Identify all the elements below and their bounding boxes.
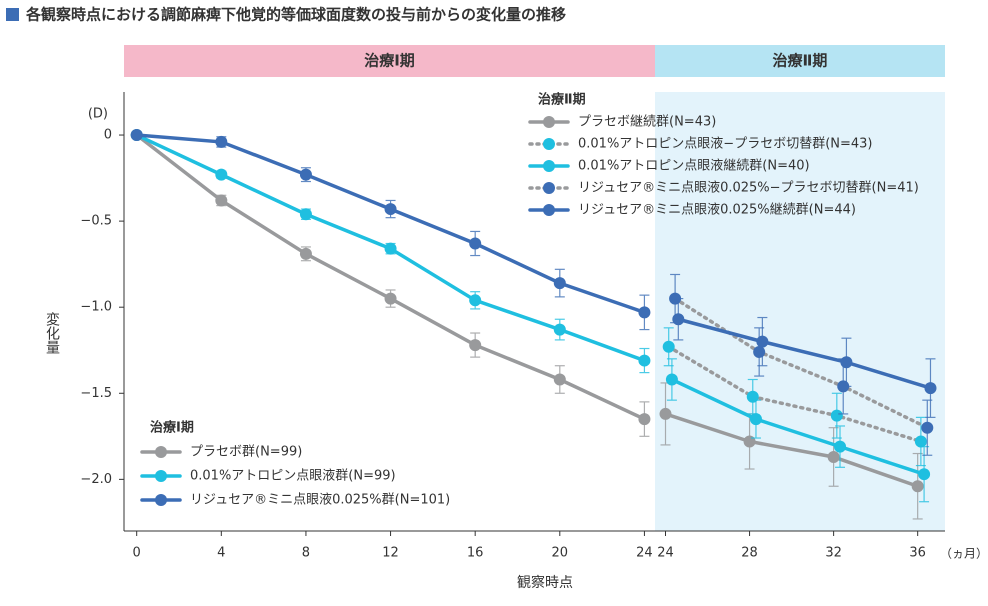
data-point bbox=[384, 292, 397, 305]
y-tick-label: −2.0 bbox=[80, 472, 112, 487]
phase-shade bbox=[655, 92, 945, 531]
x-tick-label: 36 bbox=[909, 546, 926, 561]
x-tick-label: 12 bbox=[382, 546, 399, 561]
data-point bbox=[911, 480, 924, 493]
x-tick-label: 4 bbox=[217, 546, 225, 561]
legend-marker bbox=[543, 138, 555, 150]
legend-label: 0.01%アトロピン点眼液−プラセボ切替群(N=43) bbox=[578, 137, 873, 152]
legend-label: リジュセア®ミニ点眼液0.025%群(N=101) bbox=[190, 493, 450, 508]
y-tick-label: −0.5 bbox=[80, 214, 112, 229]
x-axis-title: 観察時点 bbox=[517, 574, 573, 591]
y-tick-label: 0 bbox=[104, 128, 112, 143]
data-point bbox=[299, 208, 312, 221]
title-icon bbox=[6, 8, 19, 21]
legend-title: 治療Ⅱ期 bbox=[538, 92, 586, 108]
legend-label: リジュセア®ミニ点眼液0.025%−プラセボ切替群(N=41) bbox=[578, 181, 919, 196]
data-point bbox=[753, 345, 766, 358]
data-point bbox=[215, 135, 228, 148]
series-line bbox=[676, 317, 933, 390]
data-point bbox=[840, 356, 853, 369]
data-point bbox=[638, 354, 651, 367]
data-point bbox=[638, 306, 651, 319]
chart-title: 各観察時点における調節麻痺下他覚的等価球面度数の投与前からの変化量の推移 bbox=[25, 6, 566, 24]
data-point bbox=[299, 247, 312, 260]
data-point bbox=[749, 413, 762, 426]
series-line bbox=[134, 133, 647, 421]
phase-bar bbox=[655, 45, 945, 77]
data-point bbox=[827, 450, 840, 463]
data-point bbox=[830, 409, 843, 422]
series-line bbox=[666, 345, 923, 444]
legend-marker bbox=[543, 204, 555, 216]
legend-marker bbox=[155, 470, 167, 482]
x-tick-label: 24 bbox=[657, 546, 674, 561]
legend-marker bbox=[155, 446, 167, 458]
data-point bbox=[469, 237, 482, 250]
legend-marker bbox=[543, 182, 555, 194]
data-point bbox=[638, 413, 651, 426]
legend-label: リジュセア®ミニ点眼液0.025%継続群(N=44) bbox=[578, 203, 856, 218]
y-axis-title: 変化量 bbox=[44, 311, 60, 354]
legend-marker bbox=[543, 116, 555, 128]
data-point bbox=[914, 435, 927, 448]
legend-label: 0.01%アトロピン点眼液群(N=99) bbox=[190, 469, 396, 484]
data-point bbox=[834, 440, 847, 453]
x-tick-label: 32 bbox=[825, 546, 842, 561]
series-line bbox=[663, 412, 920, 488]
legend-marker bbox=[543, 160, 555, 172]
x-tick-label: 24 bbox=[636, 546, 653, 561]
y-unit: (D) bbox=[88, 107, 108, 122]
data-point bbox=[756, 335, 769, 348]
legend-label: 0.01%アトロピン点眼液継続群(N=40) bbox=[578, 159, 810, 174]
series-line bbox=[134, 133, 647, 315]
data-point bbox=[469, 294, 482, 307]
data-point bbox=[553, 323, 566, 336]
data-point bbox=[924, 382, 937, 395]
legend-label: プラセボ群(N=99) bbox=[190, 445, 302, 460]
data-point bbox=[918, 468, 931, 481]
data-point bbox=[469, 339, 482, 352]
data-point bbox=[665, 373, 678, 386]
y-tick-label: −1.5 bbox=[80, 386, 112, 401]
phase-label: 治療Ⅰ期 bbox=[364, 52, 415, 70]
data-point bbox=[553, 373, 566, 386]
data-point bbox=[130, 129, 143, 142]
data-point bbox=[553, 277, 566, 290]
data-point bbox=[743, 435, 756, 448]
legend-marker bbox=[155, 494, 167, 506]
series-line bbox=[673, 296, 930, 430]
data-point bbox=[659, 407, 672, 420]
series-line bbox=[670, 377, 926, 476]
data-point bbox=[746, 390, 759, 403]
data-point bbox=[215, 194, 228, 207]
data-point bbox=[384, 242, 397, 255]
phase-label: 治療Ⅱ期 bbox=[773, 52, 828, 70]
data-point bbox=[215, 168, 228, 181]
x-tick-label: 16 bbox=[467, 546, 484, 561]
x-tick-label: 0 bbox=[133, 546, 141, 561]
y-tick-label: −1.0 bbox=[80, 300, 112, 315]
legend-label: プラセボ継続群(N=43) bbox=[578, 115, 716, 130]
data-point bbox=[662, 340, 675, 353]
data-point bbox=[299, 168, 312, 181]
phase-bar bbox=[124, 45, 655, 77]
x-tick-label: 28 bbox=[741, 546, 758, 561]
x-unit: （ヵ月） bbox=[940, 547, 988, 561]
data-point bbox=[672, 313, 685, 326]
data-point bbox=[921, 421, 934, 434]
legend-title: 治療Ⅰ期 bbox=[150, 420, 194, 436]
x-tick-label: 20 bbox=[552, 546, 569, 561]
data-point bbox=[384, 203, 397, 216]
x-tick-label: 8 bbox=[302, 546, 310, 561]
